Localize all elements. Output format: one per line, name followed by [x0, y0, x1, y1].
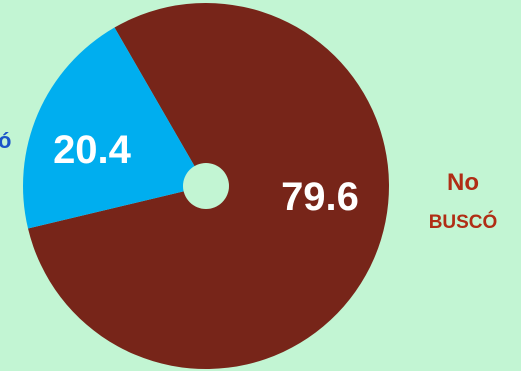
- category-label-busco-partial: ó: [0, 128, 11, 153]
- slice-value-label-no-busco: 79.6: [281, 175, 359, 219]
- slice-value-label-busco: 20.4: [53, 128, 132, 172]
- category-label-no-busco-line1: No: [447, 169, 479, 196]
- pie-slice-busco: [22, 27, 207, 229]
- category-label-no-busco-line2: buscó: [429, 211, 498, 233]
- pie-center-hole: [183, 163, 229, 209]
